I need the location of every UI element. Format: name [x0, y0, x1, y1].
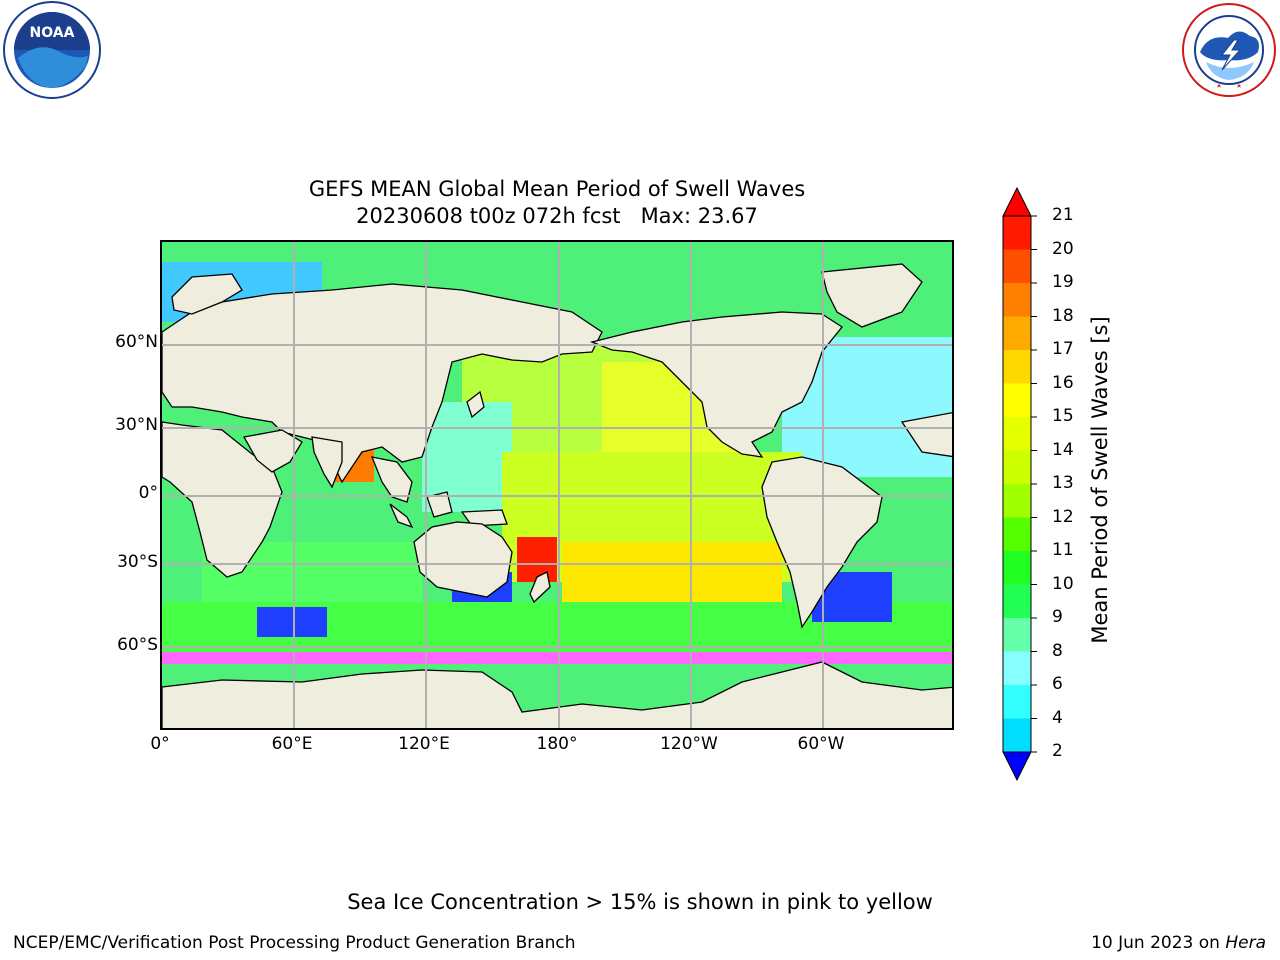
colorbar-tick-label: 12: [1052, 506, 1074, 527]
sea-ice-note: Sea Ice Concentration > 15% is shown in …: [347, 890, 933, 914]
land-australia: [413, 521, 513, 598]
colorbar-tick-label: 11: [1052, 540, 1074, 560]
colorbar-svg: [1002, 186, 1037, 782]
colorbar-segment: [1003, 216, 1031, 250]
colorbar-tick-label: 14: [1052, 439, 1074, 460]
lat-label-60n: 60°N: [115, 332, 158, 352]
land-sumatra: [389, 503, 414, 529]
colorbar-segment: [1003, 350, 1031, 384]
land-scandinavia: [171, 273, 243, 315]
land-arabia: [242, 429, 303, 473]
ocean-field-tropics-west: [422, 402, 512, 512]
colorbar-extend-under: [1002, 751, 1032, 782]
colorbar-tick-label: 13: [1052, 473, 1074, 493]
lon-label-120w: 120°W: [660, 734, 718, 754]
footer-host: Hera: [1225, 933, 1266, 953]
colorbar-segment: [1003, 450, 1031, 484]
colorbar-extend-over: [1002, 186, 1032, 217]
lon-label-180: 180°: [536, 734, 578, 754]
colorbar: [995, 180, 1055, 790]
colorbar-label-wrap: Mean Period of Swell Waves [s]: [1070, 270, 1130, 690]
colorbar-segment: [1003, 517, 1031, 551]
gridlines: [162, 242, 952, 728]
colorbar-segment: [1003, 316, 1031, 350]
land-india: [311, 436, 343, 489]
land-masses: [162, 263, 952, 728]
colorbar-ticks: 21 20 19 18 17 16 15 14 13 12 11 10 9 8 6 4 2: [1052, 0, 1092, 960]
colorbar-segment: [1003, 651, 1031, 685]
colorbar-segment: [1003, 551, 1031, 585]
colorbar-label: Mean Period of Swell Waves [s]: [1088, 316, 1112, 644]
colorbar-segment: [1003, 718, 1031, 752]
lon-label-120e: 120°E: [398, 734, 450, 754]
colorbar-tick-label: 2: [1052, 741, 1063, 761]
ocean-field-tasman-high: [517, 537, 557, 582]
colorbar-tick-label: 17: [1052, 339, 1074, 359]
land-north-america: [589, 311, 843, 458]
colorbar-tick-label: 20: [1052, 238, 1074, 259]
nws-logo: [1178, 0, 1280, 100]
colorbar-tick-label: 21: [1052, 205, 1074, 225]
colorbar-tick-label: 4: [1052, 707, 1063, 728]
lon-label-60e: 60°E: [271, 734, 313, 754]
colorbar-segment: [1003, 249, 1031, 283]
chart-title: GEFS MEAN Global Mean Period of Swell Wa…: [160, 176, 954, 230]
colorbar-segment: [1003, 685, 1031, 719]
noaa-logo-text: NOAA: [30, 25, 75, 41]
land-eurasia: [162, 283, 603, 484]
colorbar-tick-label: 18: [1052, 305, 1074, 326]
land-europe-west: [900, 412, 952, 458]
lon-label-0: 0°: [150, 734, 170, 754]
lon-label-60w: 60°W: [797, 734, 845, 754]
ocean-field-ice-edge: [162, 652, 952, 664]
colorbar-segment: [1003, 417, 1031, 451]
colorbar-tick-label: 19: [1052, 272, 1074, 292]
land-se-asia: [370, 456, 413, 503]
land-antarctica: [162, 661, 952, 728]
land-new-guinea: [460, 509, 508, 527]
colorbar-tick-label: 15: [1052, 406, 1074, 426]
footer-date-text: 10 Jun 2023 on: [1091, 933, 1226, 953]
colorbar-segment: [1003, 618, 1031, 652]
footer-credit: NCEP/EMC/Verification Post Processing Pr…: [13, 933, 576, 953]
colorbar-segment: [1003, 283, 1031, 317]
lat-label-30s: 30°S: [117, 552, 158, 572]
map-panel: [160, 240, 954, 730]
lat-label-30n: 30°N: [115, 415, 158, 435]
title-line-1: GEFS MEAN Global Mean Period of Swell Wa…: [308, 177, 806, 201]
land-africa: [162, 421, 283, 578]
lat-label-60s: 60°S: [117, 635, 158, 655]
title-line-2: 20230608 t00z 072h fcst Max: 23.67: [356, 204, 758, 228]
colorbar-tick-label: 8: [1052, 640, 1063, 661]
colorbar-segment: [1003, 584, 1031, 618]
colorbar-tick-label: 16: [1052, 372, 1074, 393]
colorbar-tick-label: 6: [1052, 674, 1063, 694]
footer-date: 10 Jun 2023 on Hera: [1091, 933, 1266, 953]
land-japan: [466, 390, 485, 419]
colorbar-tick-label: 9: [1052, 607, 1063, 627]
land-new-zealand: [529, 571, 551, 604]
land-greenland: [821, 263, 923, 328]
colorbar-tick-label: 10: [1052, 573, 1074, 594]
colorbar-segment: [1003, 383, 1031, 417]
colorbar-segment: [1003, 484, 1031, 518]
land-borneo: [426, 491, 453, 518]
ocean-field-low-1: [257, 607, 327, 637]
noaa-logo: NOAA: [0, 0, 104, 100]
lat-label-0: 0°: [138, 483, 158, 503]
swell-period-map: [162, 242, 952, 728]
